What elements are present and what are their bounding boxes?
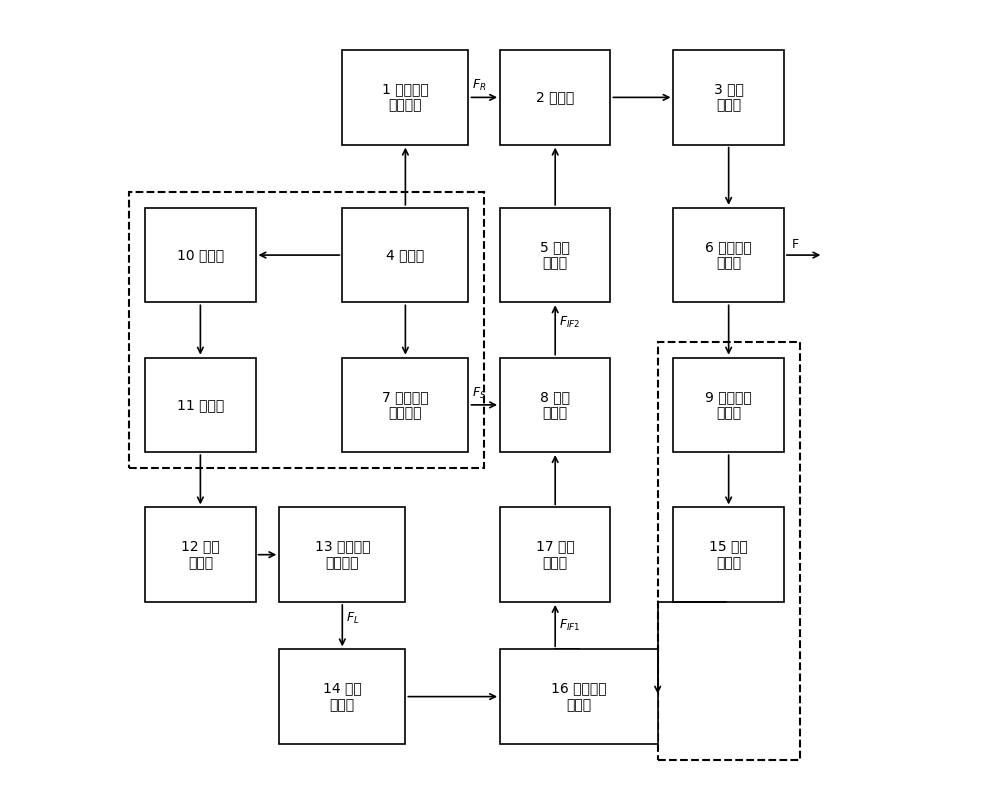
Bar [342,357,468,453]
Text: 5 中频
滤波器: 5 中频 滤波器 [540,240,570,270]
Bar [145,357,256,453]
Text: 15 宽带
滤波器: 15 宽带 滤波器 [709,540,748,570]
Text: 17 低通
滤波器: 17 低通 滤波器 [536,540,575,570]
Bar [342,208,468,303]
Text: 2 鉴相器: 2 鉴相器 [536,91,574,104]
Bar [279,507,405,602]
Bar [145,208,256,303]
Bar [279,649,405,744]
Bar [342,50,468,145]
Text: 10 放大器: 10 放大器 [177,248,224,262]
Text: 7 宽带取样
本振电路: 7 宽带取样 本振电路 [382,390,429,420]
Text: $F_{IF1}$: $F_{IF1}$ [559,618,581,633]
Bar [673,357,784,453]
Bar [658,341,800,760]
Text: 11 倍频器: 11 倍频器 [177,398,224,412]
Bar [500,649,658,744]
Text: F: F [792,238,799,251]
Text: 6 宽带微波
振荡器: 6 宽带微波 振荡器 [705,240,752,270]
Bar [673,507,784,602]
Text: 1 小数分频
振荡电路: 1 小数分频 振荡电路 [382,83,429,113]
Bar [673,50,784,145]
Text: $F_{IF2}$: $F_{IF2}$ [559,315,581,330]
Text: 3 环路
积分器: 3 环路 积分器 [714,83,744,113]
Bar [500,208,610,303]
Text: $F_L$: $F_L$ [346,611,360,626]
Bar [673,208,784,303]
Text: 4 参考源: 4 参考源 [386,248,425,262]
Text: 8 取样
混频器: 8 取样 混频器 [540,390,570,420]
Text: 16 宽带微波
混频器: 16 宽带微波 混频器 [551,681,607,711]
Bar [145,507,256,602]
Text: 9 宽带微波
放大器: 9 宽带微波 放大器 [705,390,752,420]
Bar [500,357,610,453]
Text: $F_R$: $F_R$ [472,79,487,94]
Text: $F_S$: $F_S$ [472,386,487,401]
Text: 12 窄带
滤波器: 12 窄带 滤波器 [181,540,220,570]
Text: 14 带通
滤波器: 14 带通 滤波器 [323,681,362,711]
Bar [129,192,484,468]
Bar [500,507,610,602]
Text: 13 高纯点频
合成电路: 13 高纯点频 合成电路 [315,540,370,570]
Bar [500,50,610,145]
